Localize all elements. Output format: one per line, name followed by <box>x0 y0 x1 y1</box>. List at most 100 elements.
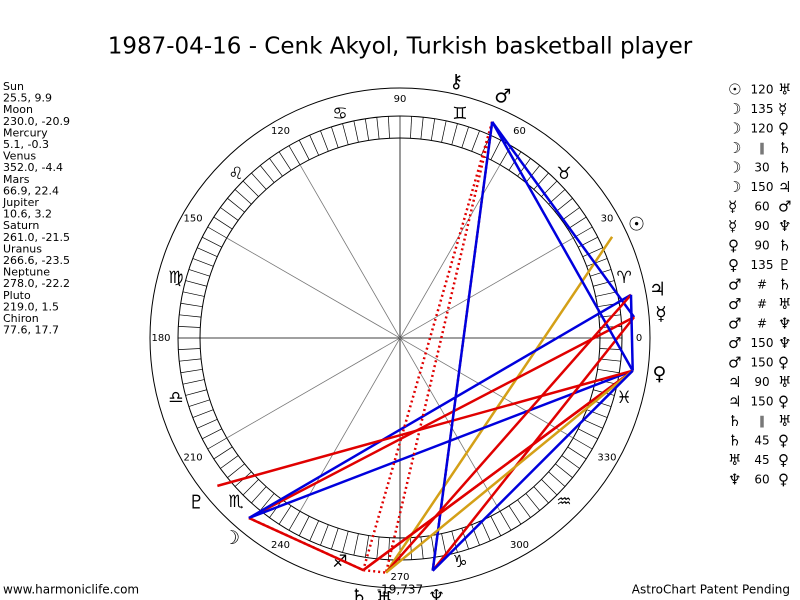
ring-tick <box>192 258 214 267</box>
planet-position: 77.6, 17.7 <box>3 324 59 337</box>
aspect-from: ♂ <box>728 354 741 372</box>
ring-tick <box>573 437 593 450</box>
aspect-line <box>362 369 634 572</box>
ring-tick <box>331 528 339 550</box>
planet-position: 25.5, 9.9 <box>3 92 52 105</box>
aspect-label: 30 <box>754 161 769 175</box>
zodiac-sign: ♈ <box>616 268 631 288</box>
ring-tick <box>376 117 380 140</box>
planet-position: 230.0, -20.9 <box>3 115 70 128</box>
planet-glyph: ☽ <box>223 527 240 549</box>
aspect-from: ♆ <box>728 471 741 489</box>
outer-circle <box>149 87 651 589</box>
zodiac-sign: ♌ <box>228 164 243 184</box>
ring-tick <box>207 226 227 239</box>
ring-tick <box>251 486 267 504</box>
aspect-label: 45 <box>754 453 769 467</box>
aspect-line <box>384 121 494 573</box>
ring-tick <box>298 140 310 160</box>
degree-label: 240 <box>271 540 290 551</box>
ring-tick <box>593 280 615 287</box>
planet-position: 266.6, -23.5 <box>3 254 70 267</box>
zodiac-sign: ♑ <box>452 552 467 572</box>
planet-glyph: ♂ <box>494 86 511 108</box>
aspect-label: # <box>757 297 767 311</box>
aspect-to: ♆ <box>778 334 791 352</box>
ring-tick <box>388 537 390 560</box>
planet-position: 278.0, -22.2 <box>3 277 70 290</box>
aspect-from: ☿ <box>728 198 737 216</box>
aspect-to: ♅ <box>778 295 791 313</box>
ring-tick <box>320 130 329 152</box>
aspect-to: ♀ <box>778 120 789 138</box>
planet-name: Jupiter <box>2 196 39 209</box>
planet-glyph: ♀ <box>652 363 666 385</box>
aspect-label: 150 <box>751 356 774 370</box>
aspect-from: ♄ <box>728 412 741 430</box>
ring-tick <box>599 348 622 350</box>
aspect-line <box>431 121 494 571</box>
aspect-from: ☽ <box>728 120 741 138</box>
aspect-from: ☽ <box>728 178 741 196</box>
ring-tick <box>251 172 267 190</box>
ring-tick <box>269 158 283 177</box>
aspect-line <box>217 369 634 488</box>
aspect-label: 135 <box>751 258 774 272</box>
ring-tick <box>499 145 512 165</box>
aspect-line <box>385 369 634 574</box>
title: 1987-04-16 - Cenk Akyol, Turkish basketb… <box>108 34 693 60</box>
degree-label: 120 <box>271 126 290 137</box>
aspect-to: ♄ <box>778 276 791 294</box>
aspect-to: ♀ <box>778 432 789 450</box>
spoke <box>226 237 574 439</box>
planet-position: 10.6, 3.2 <box>3 208 52 221</box>
ring-tick <box>207 437 227 450</box>
aspect-from: ♂ <box>728 315 741 333</box>
ring-tick <box>288 511 301 531</box>
planet-glyph: ☿ <box>655 303 667 325</box>
ring-tick <box>582 247 603 257</box>
ring-tick <box>541 479 558 496</box>
ring-tick <box>342 123 349 145</box>
planet-position: 219.0, 1.5 <box>3 300 59 313</box>
aspect-line <box>248 316 635 520</box>
aspect-to: ♇ <box>778 256 791 274</box>
ring-tick <box>533 172 549 190</box>
ring-tick <box>586 409 608 418</box>
ring-tick <box>461 126 469 148</box>
ring-tick <box>202 428 222 440</box>
degree-label: 30 <box>601 214 614 225</box>
aspect-label: 120 <box>751 122 774 136</box>
aspect-label: 90 <box>754 239 769 253</box>
aspect-line <box>248 516 364 572</box>
aspect-from: ♀ <box>728 256 739 274</box>
aspect-label: 120 <box>751 83 774 97</box>
planet-glyph: ♆ <box>428 586 445 600</box>
degree-label: 60 <box>513 126 526 137</box>
ring-tick <box>179 314 202 318</box>
ring-tick <box>220 207 239 221</box>
aspect-from: ☽ <box>728 159 741 177</box>
ring-tick <box>227 198 245 213</box>
planet-name: Chiron <box>3 312 39 325</box>
ring-tick <box>561 207 580 221</box>
aspect-to: ♀ <box>778 393 789 411</box>
ring-tick <box>567 446 587 460</box>
aspect-from: ♄ <box>728 432 741 450</box>
ring-tick <box>567 216 587 230</box>
ring-tick <box>441 120 447 143</box>
aspect-to: ♅ <box>778 373 791 391</box>
aspect-from: ☽ <box>728 139 741 157</box>
ring-tick <box>178 348 201 350</box>
ring-tick <box>260 165 275 183</box>
planet-position: 261.0, -21.5 <box>3 231 70 244</box>
ring-tick <box>525 165 540 183</box>
planet-name: Venus <box>3 150 36 163</box>
aspect-line <box>491 121 636 318</box>
aspect-to: ♀ <box>778 354 789 372</box>
aspect-to: ♆ <box>778 315 791 333</box>
ring-tick <box>490 516 502 536</box>
planet-glyph: ☉ <box>628 214 645 236</box>
ring-tick <box>451 123 458 145</box>
